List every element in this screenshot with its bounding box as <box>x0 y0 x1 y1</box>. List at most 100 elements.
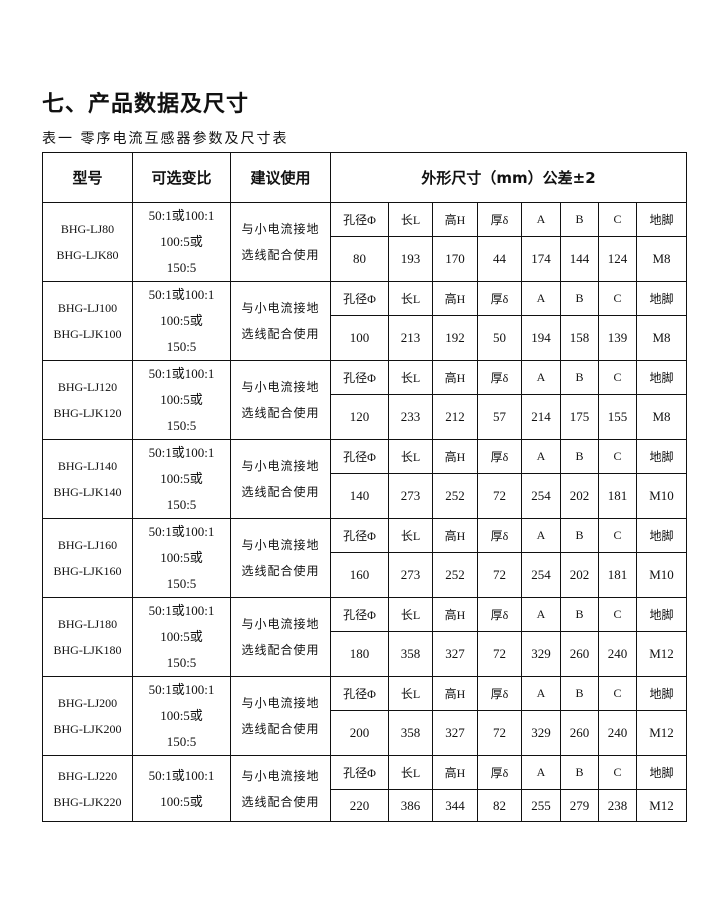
cell-line: 150:5 <box>166 497 197 512</box>
cell-line: 与小电流接地 <box>241 301 320 315</box>
cell-line: 150:5 <box>166 260 197 275</box>
cell-line: 100:5或 <box>160 313 203 328</box>
dim-label-cell: 孔径Φ <box>330 280 389 317</box>
table-row-values: 200 358 327 72 329 260 240 M12 <box>43 710 688 756</box>
ratio-cell: 50:1或100:1 100:5或 150:5 <box>132 597 231 677</box>
dim-label-cell: A <box>521 517 561 554</box>
cell-line: BHG-LJ160 <box>57 538 118 552</box>
dim-value-cell: 140 <box>330 473 389 519</box>
cell-line: BHG-LJK160 <box>53 564 122 578</box>
dim-label-cell: C <box>598 517 637 554</box>
dim-value-cell: 255 <box>521 789 561 822</box>
dim-value-cell: 254 <box>521 473 561 519</box>
dim-label-cell: A <box>521 201 561 238</box>
dim-label-cell: 厚δ <box>477 359 522 396</box>
dim-value-cell: 329 <box>521 631 561 677</box>
dim-label-cell: B <box>560 517 599 554</box>
dim-label-cell: 地脚 <box>635 517 688 554</box>
cell-line: 100:5或 <box>160 471 203 486</box>
dim-label-cell: 厚δ <box>477 517 522 554</box>
dim-value-cell: 174 <box>521 236 561 282</box>
dim-value-cell: M12 <box>635 710 688 756</box>
dim-label-cell: 厚δ <box>477 280 522 317</box>
dim-label-cell: 长L <box>388 675 433 712</box>
cell-line: 与小电流接地 <box>241 538 320 552</box>
dim-label-cell: 厚δ <box>477 596 522 633</box>
cell-line: 与小电流接地 <box>241 459 320 473</box>
header-ratio: 可选变比 <box>132 152 231 203</box>
ratio-cell: 50:1或100:1 100:5或 150:5 <box>132 281 231 361</box>
dim-label-cell: 长L <box>388 596 433 633</box>
use-cell: 与小电流接地 选线配合使用 <box>230 518 331 598</box>
use-cell: 与小电流接地 选线配合使用 <box>230 755 331 822</box>
dim-value-cell: 273 <box>388 473 433 519</box>
dim-label-cell: A <box>521 280 561 317</box>
dim-value-cell: M8 <box>635 236 688 282</box>
table-row: BHG-LJ180 BHG-LJK180 50:1或100:1 100:5或 150:5… <box>42 596 688 677</box>
table-row-values: 140 273 252 72 254 202 181 M10 <box>43 473 688 519</box>
dim-label-cell: 地脚 <box>635 280 688 317</box>
dim-value-cell: 192 <box>432 315 478 361</box>
cell-line: 150:5 <box>166 576 197 591</box>
dim-label-cell: 地脚 <box>635 201 688 238</box>
ratio-cell: 50:1或100:1 100:5或 <box>132 755 231 822</box>
cell-line: 与小电流接地 <box>241 696 320 710</box>
header-use: 建议使用 <box>230 152 331 203</box>
cell-line: 选线配合使用 <box>241 564 320 578</box>
dim-label-cell: C <box>598 755 637 790</box>
dim-label-cell: 厚δ <box>477 438 522 475</box>
dim-value-cell: 358 <box>388 631 433 677</box>
cell-line: 50:1或100:1 <box>148 287 215 302</box>
use-cell: 与小电流接地 选线配合使用 <box>230 439 331 519</box>
dim-label-cell: B <box>560 596 599 633</box>
cell-line: 选线配合使用 <box>241 643 320 657</box>
dim-value-cell: 358 <box>388 710 433 756</box>
dim-value-cell: 124 <box>598 236 637 282</box>
dim-label-cell: 高H <box>432 517 478 554</box>
model-cell: BHG-LJ160 BHG-LJK160 <box>42 518 133 598</box>
dim-label-cell: B <box>560 359 599 396</box>
dim-value-cell: 139 <box>598 315 637 361</box>
dim-label-cell: B <box>560 675 599 712</box>
dim-label-cell: C <box>598 438 637 475</box>
cell-line: 选线配合使用 <box>241 248 320 262</box>
dim-label-cell: 地脚 <box>635 675 688 712</box>
section-title: 七、产品数据及尺寸 <box>42 91 250 117</box>
dim-value-cell: 181 <box>598 552 637 598</box>
dim-label-cell: 地脚 <box>635 596 688 633</box>
cell-line: 选线配合使用 <box>241 794 320 809</box>
use-cell: 与小电流接地 选线配合使用 <box>230 202 331 282</box>
table-row: BHG-LJ220 BHG-LJK220 50:1或100:1 100:5或 与小电流接… <box>42 755 688 822</box>
dim-label-cell: C <box>598 359 637 396</box>
dim-value-cell: 327 <box>432 631 478 677</box>
table-row: BHG-LJ200 BHG-LJK200 50:1或100:1 100:5或 150:5… <box>42 675 688 756</box>
product-dimension-table: 型号 可选变比 建议使用 外形尺寸（mm）公差±2 BHG-LJ80 BHG-LJ… <box>42 152 688 822</box>
dim-label-cell: 高H <box>432 675 478 712</box>
dim-label-cell: 地脚 <box>635 755 688 790</box>
cell-line: 与小电流接地 <box>241 222 320 236</box>
cell-line: BHG-LJK220 <box>53 794 122 809</box>
header-dimensions: 外形尺寸（mm）公差±2 <box>329 152 688 203</box>
cell-line: 选线配合使用 <box>241 406 320 420</box>
dim-label-cell: 孔径Φ <box>330 755 389 790</box>
dim-value-cell: 344 <box>432 789 478 822</box>
dim-label-cell: 高H <box>432 201 478 238</box>
dim-label-cell: 长L <box>388 201 433 238</box>
dim-label-cell: 长L <box>388 280 433 317</box>
table-row: BHG-LJ120 BHG-LJK120 50:1或100:1 100:5或 150:5… <box>42 359 688 440</box>
dim-value-cell: 212 <box>432 394 478 440</box>
dim-label-cell: B <box>560 280 599 317</box>
model-cell: BHG-LJ200 BHG-LJK200 <box>42 676 133 756</box>
use-cell: 与小电流接地 选线配合使用 <box>230 597 331 677</box>
dim-value-cell: M10 <box>635 473 688 519</box>
dim-value-cell: 233 <box>388 394 433 440</box>
cell-line: BHG-LJ180 <box>57 617 118 631</box>
cell-line: 150:5 <box>166 418 197 433</box>
dim-value-cell: 72 <box>477 710 522 756</box>
cell-line: BHG-LJ100 <box>57 301 118 315</box>
dim-label-cell: 高H <box>432 280 478 317</box>
dim-label-cell: 厚δ <box>477 201 522 238</box>
dim-label-cell: 孔径Φ <box>330 201 389 238</box>
header-model: 型号 <box>42 152 133 203</box>
cell-line: BHG-LJK200 <box>53 722 122 736</box>
